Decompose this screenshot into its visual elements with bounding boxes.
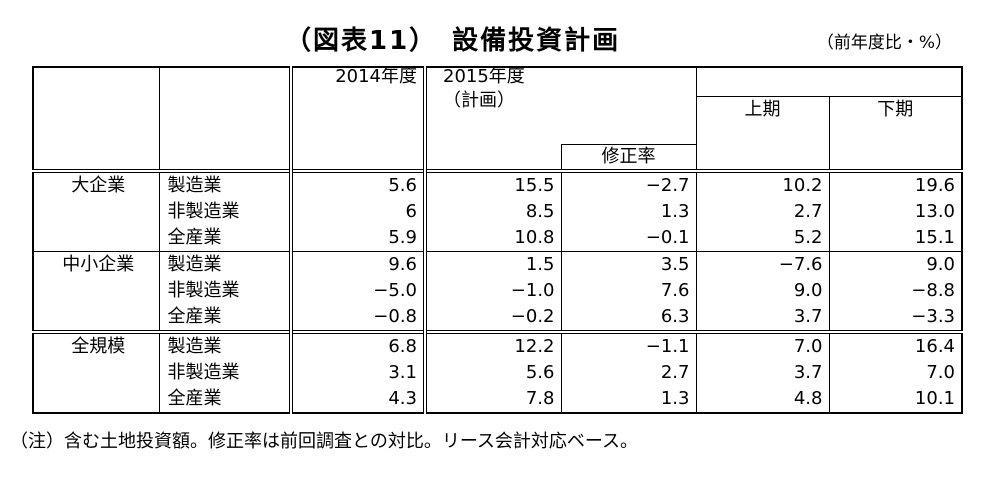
fy2014-cell: 5.9 [291,225,427,252]
first-half-cell: 7.0 [696,330,830,360]
company-empty [33,304,160,332]
footnote: （注）含む土地投資額。修正率は前回調査との対比。リース会計対応ベース。 [10,431,639,452]
header-company-cell [33,67,160,171]
fy2015-cell: 10.8 [425,225,562,252]
header-revision: 修正率 [561,144,697,171]
header-first-half: 上期 [696,96,830,171]
fy2014-cell: −0.8 [291,304,427,332]
second-half-cell: 16.4 [829,330,962,360]
header-row-1: 2014年度 2015年度 （計画） [33,67,962,171]
category-cell: 製造業 [159,251,293,278]
company-empty [33,199,160,225]
fy2014-cell: 5.6 [291,169,427,199]
category-cell: 非製造業 [159,360,293,386]
first-half-cell: 9.0 [696,278,830,304]
company-small-medium: 中小企業 [33,251,160,278]
revision-cell: 3.5 [561,251,697,278]
capex-plan-table: 2014年度 2015年度 （計画） 上期 下期 修正率 大企業 製造業 5.6… [32,66,963,414]
fy2015-cell: 12.2 [425,330,562,360]
header-2015-label: 2015年度 [443,67,525,87]
second-half-cell: 7.0 [926,362,955,383]
company-empty [33,278,160,304]
first-half-cell: 3.7 [696,304,830,332]
fy2014-cell: 3.1 [291,360,427,386]
fy2015-cell: 7.8 [425,386,562,413]
category-cell: 全産業 [159,225,293,252]
revision-cell: −2.7 [561,169,697,199]
header-row-2: 上期 下期 [33,96,962,171]
second-half-cell: −3.3 [911,306,955,327]
second-half-cell: 15.1 [914,227,955,248]
fy2014-cell: −5.0 [291,278,427,304]
header-2015-sub: （計画） [443,90,515,111]
company-empty [33,225,160,252]
category-cell: 全産業 [159,304,293,332]
first-half-cell: −7.6 [696,251,830,278]
first-half-cell: 2.7 [696,199,830,225]
second-half-cell: −8.8 [911,280,955,301]
table-row: 非製造業 6 8.5 1.3 2.7 13.0 [33,199,962,225]
header-2014: 2014年度 [291,67,427,171]
table-row: 全規模 製造業 6.8 12.2 −1.1 7.0 16.4 [33,330,962,360]
second-half-cell: 19.6 [829,169,962,199]
fy2014-cell: 4.3 [291,386,427,413]
table-row: 非製造業 3.1 5.6 2.7 3.7 7.0 [33,360,962,386]
first-half-cell: 5.2 [696,225,830,252]
page-title: （図表11） 設備投資計画 [285,26,621,56]
fy2015-cell: −0.2 [425,304,562,332]
fy2014-cell: 9.6 [291,251,427,278]
category-cell: 非製造業 [159,278,293,304]
table-row: 全産業 −0.8 −0.2 6.3 3.7 −3.3 [33,304,962,332]
fy2014-cell: 6.8 [291,330,427,360]
revision-cell: −1.1 [561,330,697,360]
first-half-cell: 10.2 [696,169,830,199]
category-cell: 製造業 [159,330,293,360]
company-all-sizes: 全規模 [33,330,160,360]
category-cell: 全産業 [159,386,293,413]
header-halves-spacer [696,67,962,97]
category-cell: 製造業 [159,169,293,199]
header-row-3: 修正率 [33,144,962,171]
table-row: 全産業 4.3 7.8 1.3 4.8 10.1 [33,386,962,413]
fy2015-cell: −1.0 [425,278,562,304]
fy2015-cell: 1.5 [425,251,562,278]
second-half-cell: 13.0 [914,201,955,222]
table-row: 非製造業 −5.0 −1.0 7.6 9.0 −8.8 [33,278,962,304]
revision-cell: −0.1 [561,225,697,252]
company-empty [33,360,160,386]
table-row: 中小企業 製造業 9.6 1.5 3.5 −7.6 9.0 [33,251,962,278]
header-second-half: 下期 [829,96,962,171]
fy2015-cell: 8.5 [425,199,562,225]
category-cell: 非製造業 [159,199,293,225]
second-half-cell: 9.0 [829,251,962,278]
fy2014-cell: 6 [291,199,427,225]
company-empty [33,386,160,413]
title-bar: （図表11） 設備投資計画 （前年度比・%） [0,20,994,56]
unit-label: （前年度比・%） [816,33,952,53]
revision-cell: 2.7 [561,360,697,386]
header-2014-label: 2014年度 [335,67,417,87]
header-category-cell [159,67,293,171]
header-2015-value-spacer [425,144,562,171]
revision-cell: 6.3 [561,304,697,332]
fy2015-cell: 5.6 [425,360,562,386]
second-half-cell: 10.1 [914,388,955,409]
revision-cell: 1.3 [561,386,697,413]
revision-cell: 7.6 [561,278,697,304]
company-large: 大企業 [33,169,160,199]
header-2015: 2015年度 （計画） [425,67,697,145]
first-half-cell: 3.7 [696,360,830,386]
table-row: 大企業 製造業 5.6 15.5 −2.7 10.2 19.6 [33,169,962,199]
fy2015-cell: 15.5 [425,169,562,199]
table-row: 全産業 5.9 10.8 −0.1 5.2 15.1 [33,225,962,252]
first-half-cell: 4.8 [696,386,830,413]
revision-cell: 1.3 [561,199,697,225]
